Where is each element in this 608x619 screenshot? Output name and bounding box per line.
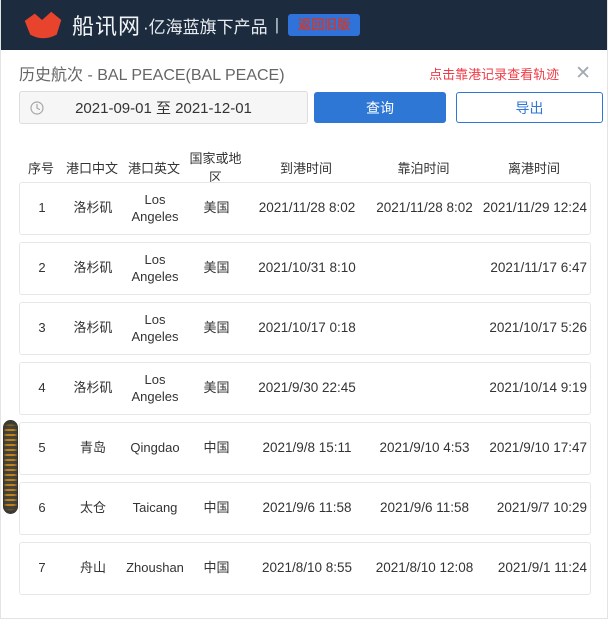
cell-port_en: Taicang bbox=[132, 500, 178, 516]
cell-country: 中国 bbox=[203, 440, 230, 456]
export-button[interactable]: 导出 bbox=[456, 92, 603, 123]
col-header-no: 序号 bbox=[27, 160, 54, 176]
table-row[interactable]: 5 青岛 Qingdao 中国 2021/9/8 15:11 2021/9/10 4:53… bbox=[19, 422, 591, 475]
date-range-input[interactable]: 2021-09-01 至 2021-12-01 bbox=[19, 91, 308, 124]
cell-country: 美国 bbox=[203, 380, 230, 396]
date-range-value: 2021-09-01 至 2021-12-01 bbox=[75, 100, 252, 117]
cell-arrival: 2021/11/28 8:02 bbox=[258, 200, 356, 216]
cell-country: 中国 bbox=[203, 500, 230, 516]
col-header-port-cn: 港口中文 bbox=[65, 160, 118, 176]
cell-port_cn: 洛杉矶 bbox=[73, 260, 113, 276]
brand-suffix: ·亿海蓝旗下产品 bbox=[143, 17, 268, 37]
cell-arrival: 2021/9/6 11:58 bbox=[262, 500, 352, 516]
cell-port_en: Los Angeles bbox=[131, 312, 179, 344]
cell-departure: 2021/11/29 12:24 bbox=[482, 200, 587, 216]
page-title: 历史航次 - BAL PEACE(BAL PEACE) bbox=[19, 67, 285, 84]
table-row[interactable]: 2 洛杉矶 Los Angeles 美国 2021/10/31 8:10 2021/11/… bbox=[19, 242, 591, 295]
table-row[interactable]: 6 太仓 Taicang 中国 2021/9/6 11:58 2021/9/6 11:58… bbox=[19, 482, 591, 535]
app-header: 船讯网 ·亿海蓝旗下产品 | 返回旧版 bbox=[1, 0, 607, 50]
cell-arrival: 2021/10/17 0:18 bbox=[258, 320, 356, 336]
cell-arrival: 2021/9/30 22:45 bbox=[258, 380, 356, 396]
cell-no: 5 bbox=[38, 440, 46, 456]
cell-country: 美国 bbox=[203, 260, 230, 276]
cell-departure: 2021/10/14 9:19 bbox=[489, 380, 587, 396]
cell-arrival: 2021/9/8 15:11 bbox=[262, 440, 352, 456]
cell-no: 1 bbox=[38, 200, 46, 216]
cell-port_cn: 青岛 bbox=[79, 440, 106, 456]
brand-name: 船讯网 bbox=[72, 14, 142, 39]
cell-port_en: Los Angeles bbox=[131, 192, 179, 224]
cell-port_cn: 洛杉矶 bbox=[73, 200, 113, 216]
brand-divider: | bbox=[274, 15, 280, 34]
cell-no: 4 bbox=[38, 380, 46, 396]
cell-country: 中国 bbox=[203, 560, 230, 576]
cell-country: 美国 bbox=[203, 200, 230, 216]
cell-no: 7 bbox=[38, 560, 46, 576]
clock-icon bbox=[30, 101, 44, 115]
query-button[interactable]: 查询 bbox=[314, 92, 446, 123]
cell-berth: 2021/9/10 4:53 bbox=[379, 440, 470, 456]
table-row[interactable]: 1 洛杉矶 Los Angeles 美国 2021/11/28 8:02 2021/11/… bbox=[19, 182, 591, 235]
col-header-departure: 离港时间 bbox=[507, 160, 560, 176]
cell-berth: 2021/11/28 8:02 bbox=[376, 200, 473, 216]
cell-departure: 2021/10/17 5:26 bbox=[489, 320, 587, 336]
boat-logo-icon bbox=[24, 11, 62, 38]
cell-departure: 2021/9/7 10:29 bbox=[496, 500, 587, 516]
cell-port_en: Los Angeles bbox=[131, 372, 179, 404]
cell-port_cn: 舟山 bbox=[79, 560, 106, 576]
cell-country: 美国 bbox=[203, 320, 230, 336]
cell-port_en: Qingdao bbox=[130, 440, 180, 456]
cell-no: 2 bbox=[38, 260, 46, 276]
col-header-country: 国家或地区 bbox=[189, 151, 242, 185]
cell-arrival: 2021/8/10 8:55 bbox=[261, 560, 353, 576]
cell-berth: 2021/8/10 12:08 bbox=[375, 560, 474, 576]
table-row[interactable]: 3 洛杉矶 Los Angeles 美国 2021/10/17 0:18 2021/10/… bbox=[19, 302, 591, 355]
cell-no: 6 bbox=[38, 500, 46, 516]
col-header-port-en: 港口英文 bbox=[127, 160, 180, 176]
title-bar: 历史航次 - BAL PEACE(BAL PEACE) 点击靠港记录查看轨迹 ✕ bbox=[19, 60, 591, 86]
cell-port_en: Zhoushan bbox=[126, 560, 184, 576]
table-row[interactable]: 7 舟山 Zhoushan 中国 2021/8/10 8:55 2021/8/10 12:… bbox=[19, 542, 591, 595]
table-header: 序号 港口中文 港口英文 国家或地区 到港时间 靠泊时间 离港时间 bbox=[19, 148, 591, 185]
cell-port_cn: 太仓 bbox=[79, 500, 106, 516]
col-header-arrival: 到港时间 bbox=[279, 160, 332, 176]
cell-berth: 2021/9/6 11:58 bbox=[379, 500, 470, 516]
cell-departure: 2021/9/1 11:24 bbox=[497, 560, 587, 576]
cell-departure: 2021/9/10 17:47 bbox=[489, 440, 587, 456]
table-row[interactable]: 4 洛杉矶 Los Angeles 美国 2021/9/30 22:45 2021/10/… bbox=[19, 362, 591, 415]
cell-arrival: 2021/10/31 8:10 bbox=[258, 260, 356, 276]
cell-no: 3 bbox=[38, 320, 46, 336]
back-to-old-version-button[interactable]: 返回旧版 bbox=[288, 13, 361, 37]
view-track-hint: 点击靠港记录查看轨迹 bbox=[429, 66, 560, 82]
cell-port_cn: 洛杉矶 bbox=[73, 320, 113, 336]
cell-departure: 2021/11/17 6:47 bbox=[490, 260, 587, 276]
cell-port_en: Los Angeles bbox=[131, 252, 179, 284]
col-header-berth: 靠泊时间 bbox=[397, 160, 450, 176]
filter-bar: 2021-09-01 至 2021-12-01 查询 导出 bbox=[19, 91, 603, 124]
close-icon[interactable]: ✕ bbox=[575, 62, 591, 84]
scrollbar-thumb[interactable] bbox=[3, 420, 18, 514]
voyage-rows: 1 洛杉矶 Los Angeles 美国 2021/11/28 8:02 2021/11/… bbox=[19, 182, 591, 602]
cell-port_cn: 洛杉矶 bbox=[73, 380, 113, 396]
